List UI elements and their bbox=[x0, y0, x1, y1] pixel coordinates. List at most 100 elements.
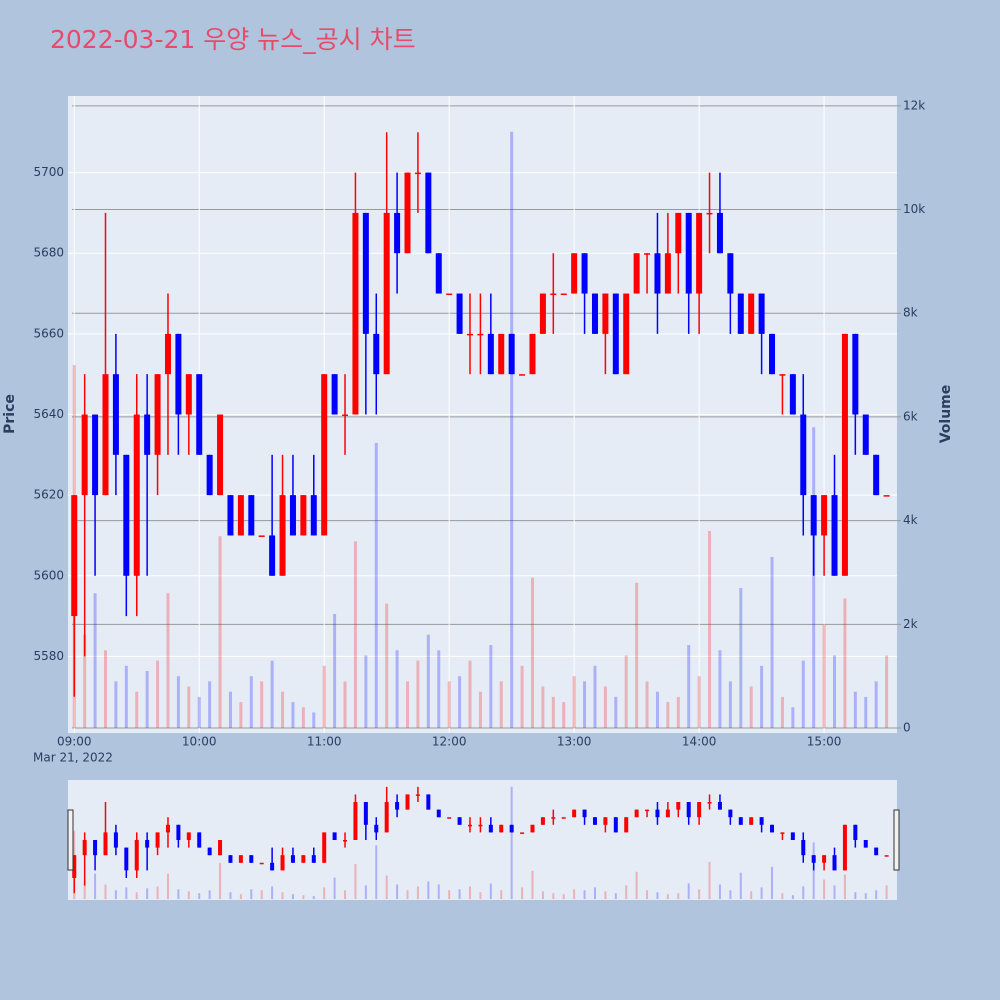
candle-body bbox=[530, 824, 535, 833]
candle-body bbox=[509, 824, 514, 833]
range-slider[interactable] bbox=[68, 780, 897, 900]
volume-bar bbox=[114, 890, 117, 900]
volume-bar bbox=[208, 681, 212, 729]
volume-bar bbox=[239, 894, 242, 900]
candle-body bbox=[551, 817, 556, 819]
candle-body bbox=[696, 212, 703, 294]
candle-body bbox=[728, 809, 733, 818]
volume-bar bbox=[437, 650, 441, 729]
volume-bar bbox=[458, 676, 462, 729]
candle-body bbox=[560, 293, 567, 296]
candle-body bbox=[270, 862, 275, 871]
volume-bar bbox=[739, 872, 742, 900]
volume-bar bbox=[562, 894, 565, 900]
volume-bar bbox=[687, 645, 691, 729]
y2-tick-label: 12k bbox=[903, 98, 925, 112]
y-tick-label: 5660 bbox=[33, 326, 64, 340]
candle-body bbox=[624, 817, 629, 833]
volume-bar bbox=[551, 696, 555, 729]
volume-bar bbox=[530, 577, 534, 729]
candle-body bbox=[707, 802, 712, 804]
candle-body bbox=[311, 855, 316, 863]
volume-bar bbox=[208, 890, 211, 900]
volume-bar bbox=[291, 894, 294, 900]
candle-body bbox=[727, 253, 734, 294]
volume-bar bbox=[489, 883, 492, 900]
volume-bar bbox=[364, 885, 367, 900]
y-tick-label: 5640 bbox=[33, 407, 64, 421]
volume-bar bbox=[573, 889, 576, 900]
volume-bar bbox=[312, 712, 316, 729]
candle-body bbox=[446, 293, 453, 296]
candle-body bbox=[248, 495, 255, 536]
y-tick-label: 5700 bbox=[33, 165, 64, 179]
candle-body bbox=[592, 817, 597, 825]
candle-body bbox=[352, 212, 359, 415]
volume-bar bbox=[427, 881, 430, 900]
volume-bar bbox=[218, 536, 222, 729]
volume-bar bbox=[114, 681, 118, 729]
volume-bar bbox=[291, 702, 295, 729]
volume-bar bbox=[322, 665, 326, 729]
candle-body bbox=[602, 293, 609, 334]
candle-body bbox=[217, 414, 224, 496]
candle-body bbox=[884, 855, 889, 857]
candle-body bbox=[770, 824, 775, 833]
candle-body bbox=[206, 454, 213, 496]
volume-bar bbox=[885, 885, 888, 900]
candle-body bbox=[175, 333, 182, 415]
candle-body bbox=[758, 293, 765, 334]
candle-body bbox=[103, 832, 108, 856]
volume-bar bbox=[364, 655, 368, 729]
slider-handle[interactable] bbox=[67, 809, 74, 871]
candle-body bbox=[322, 832, 327, 863]
y-tick-label: 5620 bbox=[33, 488, 64, 502]
candle-body bbox=[613, 817, 618, 833]
candle-body bbox=[280, 855, 285, 871]
volume-bar bbox=[478, 691, 482, 729]
volume-bar bbox=[219, 862, 222, 900]
y-tick-label: 5600 bbox=[33, 568, 64, 582]
volume-bar bbox=[729, 890, 732, 900]
volume-bar bbox=[166, 593, 170, 729]
candle-body bbox=[134, 840, 139, 871]
y-tick-label: 5580 bbox=[33, 649, 64, 663]
volume-bar bbox=[708, 531, 712, 729]
candle-body bbox=[634, 809, 639, 818]
volume-bar bbox=[593, 887, 596, 900]
candle-body bbox=[863, 840, 868, 848]
slider-handle[interactable] bbox=[893, 809, 900, 871]
volume-bar bbox=[83, 634, 87, 729]
candle-body bbox=[862, 414, 869, 455]
volume-bar bbox=[353, 541, 357, 729]
candle-body bbox=[332, 832, 337, 840]
candle-body bbox=[196, 374, 203, 455]
x-tick-label: 14:00 bbox=[682, 735, 717, 749]
candle-body bbox=[238, 855, 243, 863]
slider-marks bbox=[72, 786, 889, 900]
candle-body bbox=[362, 212, 369, 334]
candle-body bbox=[822, 855, 827, 863]
candle-body bbox=[582, 809, 587, 818]
candle-body bbox=[342, 414, 349, 416]
candle-body bbox=[197, 832, 202, 848]
volume-bar bbox=[874, 681, 878, 729]
volume-bar bbox=[426, 634, 430, 729]
candle-body bbox=[343, 840, 348, 842]
volume-bar bbox=[822, 624, 826, 729]
candle-body bbox=[780, 832, 785, 834]
candle-body bbox=[249, 855, 254, 863]
candle-body bbox=[93, 840, 98, 856]
volume-bar bbox=[447, 681, 451, 729]
candle-body bbox=[550, 293, 557, 296]
candle-body bbox=[165, 824, 170, 833]
volume-bar bbox=[698, 889, 701, 900]
candle-body bbox=[456, 293, 463, 334]
candle-body bbox=[279, 495, 286, 576]
volume-bar bbox=[760, 887, 763, 900]
candle-body bbox=[852, 333, 859, 415]
volume-bar bbox=[187, 686, 191, 729]
candle-body bbox=[186, 832, 191, 840]
candle-body bbox=[789, 374, 796, 415]
y2-tick-label: 8k bbox=[903, 306, 918, 320]
